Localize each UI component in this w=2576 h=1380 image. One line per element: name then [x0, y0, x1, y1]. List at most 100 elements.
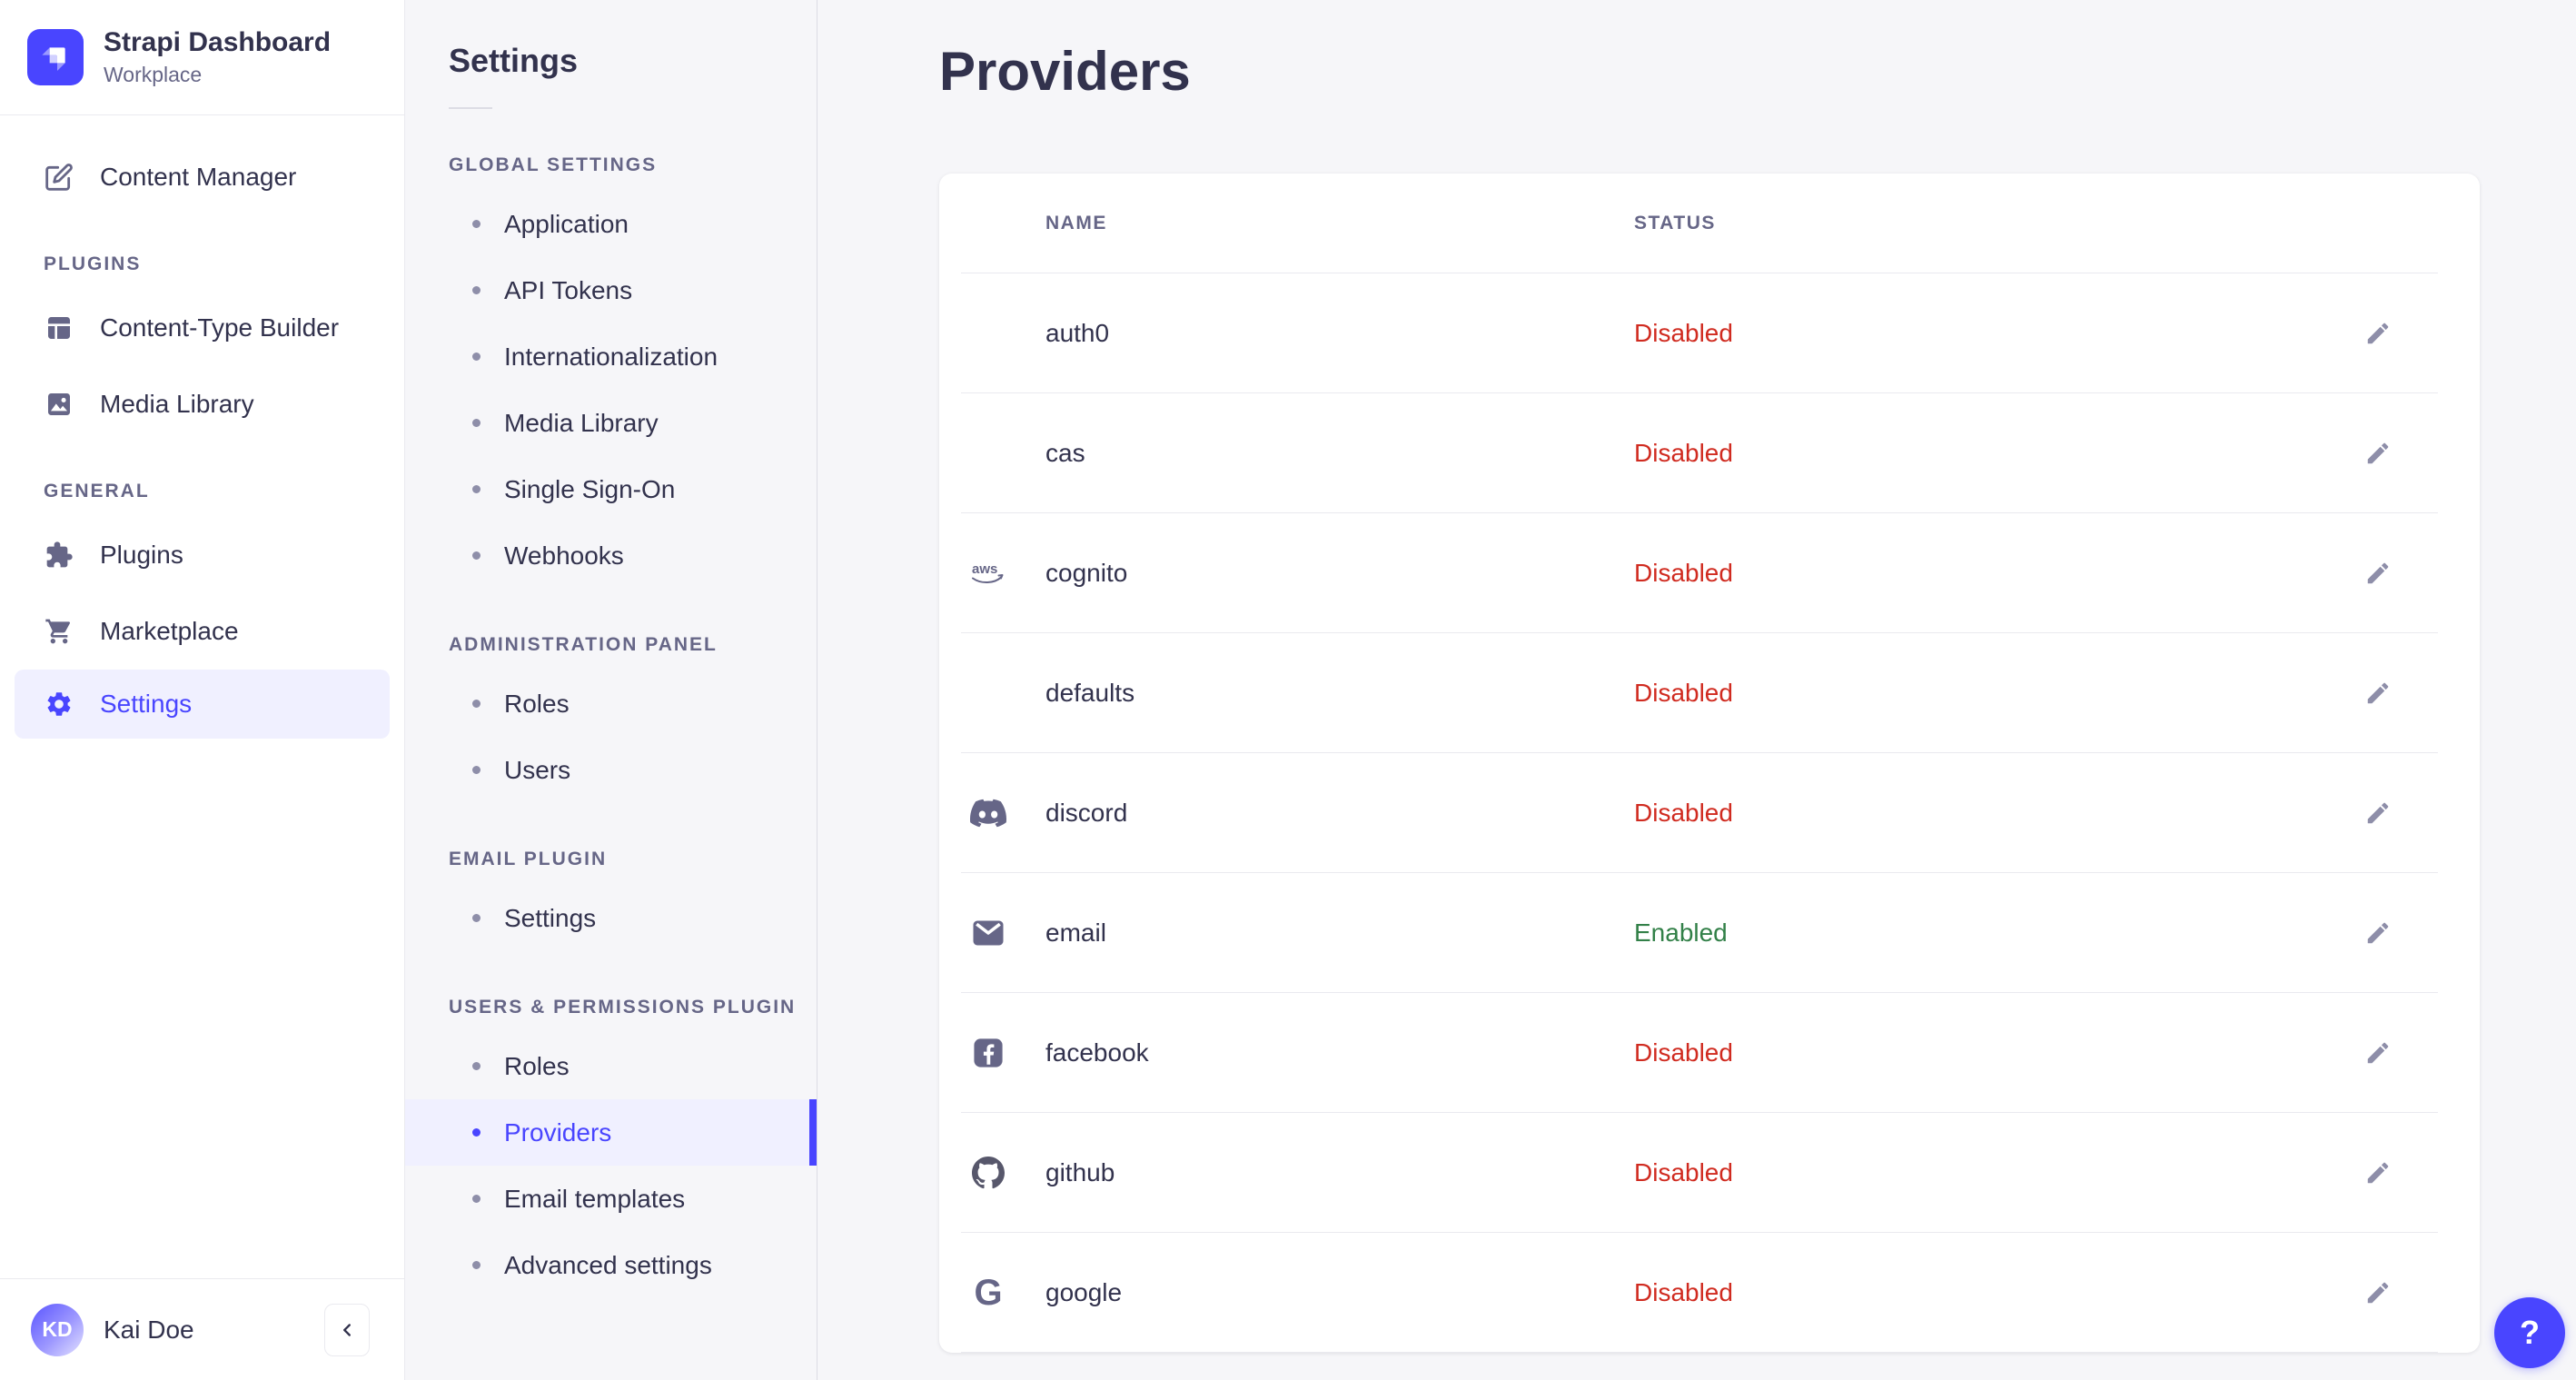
pencil-icon — [2364, 1159, 2392, 1186]
main-sidebar: Strapi Dashboard Workplace Content Manag… — [0, 0, 405, 1380]
edit-provider-button[interactable] — [2360, 1275, 2396, 1311]
subnav-divider — [449, 107, 492, 109]
provider-name: defaults — [1045, 679, 1135, 707]
brand: Strapi Dashboard Workplace — [0, 0, 404, 115]
sidebar-item-label: Content-Type Builder — [100, 313, 340, 342]
collapse-sidebar-button[interactable] — [324, 1303, 370, 1356]
sidebar-item-label: Settings — [100, 690, 193, 718]
subnav-item-label: Webhooks — [504, 541, 624, 570]
sidebar-item-content-manager[interactable]: Content Manager — [0, 139, 404, 215]
provider-row-defaults: defaults Disabled — [939, 633, 2480, 753]
provider-row-cognito: aws cognito Disabled — [939, 513, 2480, 633]
subnav-item-media-library[interactable]: Media Library — [405, 390, 817, 456]
subnav-item-label: Roles — [504, 689, 570, 718]
bullet-icon — [472, 1062, 481, 1070]
bullet-icon — [472, 1195, 481, 1203]
provider-status: Disabled — [1634, 679, 1733, 707]
edit-provider-button[interactable] — [2360, 555, 2396, 591]
bullet-icon — [472, 419, 481, 427]
subnav-item-application[interactable]: Application — [405, 191, 817, 257]
bullet-icon — [472, 551, 481, 560]
column-header-name: Name — [1045, 213, 1107, 233]
help-button[interactable]: ? — [2494, 1297, 2565, 1368]
sidebar-section-plugins-label: Plugins — [44, 253, 142, 274]
provider-name: discord — [1045, 799, 1128, 827]
provider-name: email — [1045, 918, 1106, 947]
subnav-item-label: Providers — [504, 1117, 612, 1147]
provider-status: Disabled — [1634, 319, 1733, 347]
sidebar-section-general-label: General — [44, 481, 150, 501]
bullet-icon — [472, 286, 481, 294]
pencil-icon — [2364, 799, 2392, 827]
edit-provider-button[interactable] — [2360, 795, 2396, 831]
subnav-item-webhooks[interactable]: Webhooks — [405, 522, 817, 589]
subnav-item-roles-admin[interactable]: Roles — [405, 670, 817, 737]
sidebar-item-media-library[interactable]: Media Library — [0, 366, 404, 442]
subnav-item-label: Application — [504, 209, 629, 238]
edit-provider-button[interactable] — [2360, 675, 2396, 711]
provider-row-discord: discord Disabled — [939, 753, 2480, 873]
sidebar-item-plugins[interactable]: Plugins — [0, 517, 404, 593]
user-profile[interactable]: KD Kai Doe — [31, 1303, 194, 1356]
edit-provider-button[interactable] — [2360, 1035, 2396, 1071]
subnav-item-users[interactable]: Users — [405, 737, 817, 803]
pencil-icon — [2364, 919, 2392, 947]
subnav-item-internationalization[interactable]: Internationalization — [405, 323, 817, 390]
provider-name: cognito — [1045, 559, 1128, 587]
provider-name: google — [1045, 1278, 1123, 1306]
envelope-icon — [965, 873, 1012, 993]
subnav-item-label: Internationalization — [504, 342, 718, 371]
provider-row-facebook: facebook Disabled — [939, 993, 2480, 1113]
facebook-icon — [965, 993, 1012, 1113]
sidebar-item-marketplace[interactable]: Marketplace — [0, 593, 404, 670]
page-title: Providers — [939, 41, 1191, 102]
edit-provider-button[interactable] — [2360, 315, 2396, 352]
layout-icon — [44, 313, 74, 343]
bullet-icon — [472, 485, 481, 493]
subnav-section-email-plugin-label: Email plugin — [449, 849, 608, 869]
subnav-item-roles-up[interactable]: Roles — [405, 1033, 817, 1099]
subnav-item-single-sign-on[interactable]: Single Sign-On — [405, 456, 817, 522]
cart-icon — [44, 616, 74, 647]
sidebar-item-settings[interactable]: Settings — [15, 670, 390, 739]
provider-name: facebook — [1045, 1038, 1149, 1067]
edit-provider-button[interactable] — [2360, 915, 2396, 951]
question-mark-icon: ? — [2520, 1314, 2540, 1351]
subnav-section-users-permissions-label: Users & Permissions plugin — [449, 997, 797, 1018]
subnav-section-global-settings-label: Global Settings — [449, 154, 658, 175]
pencil-icon — [2364, 680, 2392, 707]
edit-provider-button[interactable] — [2360, 1155, 2396, 1191]
provider-status: Enabled — [1634, 918, 1728, 947]
subnav-item-email-settings[interactable]: Settings — [405, 885, 817, 951]
subnav-item-label: Advanced settings — [504, 1250, 712, 1279]
table-header: Name Status — [939, 174, 2480, 273]
subnav-item-advanced-settings[interactable]: Advanced settings — [405, 1232, 817, 1298]
sidebar-item-label: Plugins — [100, 541, 183, 569]
image-icon — [44, 389, 74, 420]
subnav-item-providers[interactable]: Providers — [405, 1099, 817, 1166]
provider-status: Disabled — [1634, 1038, 1733, 1067]
provider-row-github: github Disabled — [939, 1113, 2480, 1233]
app-title: Strapi Dashboard — [104, 27, 332, 57]
provider-row-google: G google Disabled — [939, 1233, 2480, 1353]
sidebar-item-content-type-builder[interactable]: Content-Type Builder — [0, 290, 404, 366]
svg-text:aws: aws — [972, 561, 997, 577]
edit-provider-button[interactable] — [2360, 435, 2396, 472]
github-icon — [965, 1113, 1012, 1233]
subnav-item-api-tokens[interactable]: API Tokens — [405, 257, 817, 323]
subnav-item-label: Email templates — [504, 1184, 686, 1213]
main-content: Providers Name Status auth0 Disabled cas… — [817, 0, 2576, 1380]
subnav-item-email-templates[interactable]: Email templates — [405, 1166, 817, 1232]
pencil-icon — [2364, 560, 2392, 587]
provider-name: auth0 — [1045, 319, 1110, 347]
bullet-icon — [472, 914, 481, 922]
sidebar-footer: KD Kai Doe — [0, 1278, 404, 1380]
sidebar-item-label: Content Manager — [100, 163, 297, 191]
provider-status: Disabled — [1634, 1278, 1733, 1306]
subnav-section-administration-panel-label: Administration panel — [449, 634, 718, 655]
puzzle-icon — [44, 540, 74, 571]
subnav-item-label: Users — [504, 755, 571, 784]
bullet-icon — [472, 1128, 481, 1137]
subnav-item-label: API Tokens — [504, 275, 633, 304]
